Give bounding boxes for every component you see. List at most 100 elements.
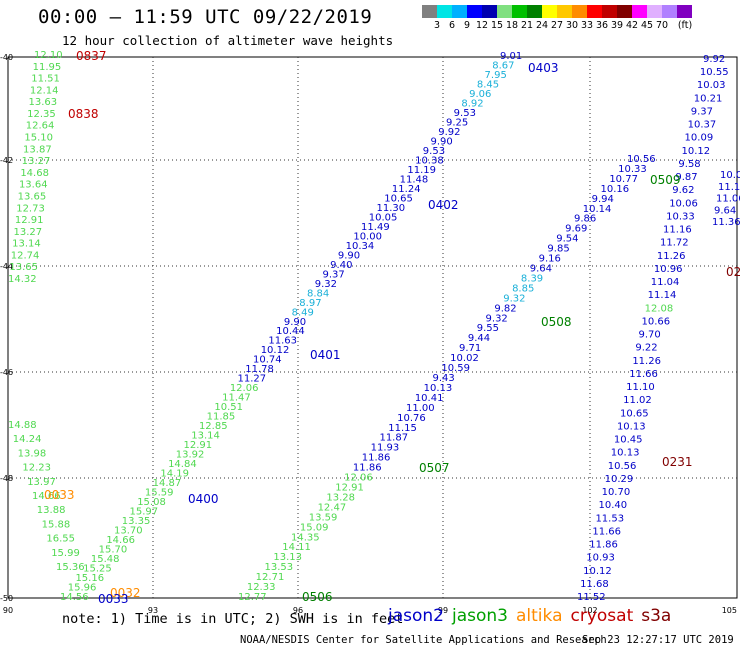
pass-label-0400: 0400: [188, 492, 219, 506]
color-scale-swatch: [677, 5, 692, 18]
track-value: 12.91: [184, 440, 213, 451]
track-value: 13.53: [265, 562, 294, 573]
track-value: 9.62: [672, 185, 694, 196]
track-value: 11.95: [33, 62, 62, 73]
track-value: 11.16: [663, 225, 692, 236]
track-value: 14.87: [153, 478, 182, 489]
track-value: 11.24: [392, 184, 421, 195]
track-value: 14.56: [60, 592, 89, 603]
track-value: 11.06: [716, 194, 740, 205]
track-value: 8.67: [492, 60, 514, 71]
track-value: 8.45: [477, 79, 499, 90]
track-value: 9.58: [678, 159, 700, 170]
track-value: 13.63: [29, 97, 58, 108]
track-value: 11.1: [718, 182, 740, 193]
track-value: 10.41: [415, 393, 444, 404]
track-value: 9.32: [315, 279, 337, 290]
track-value: 9.43: [433, 373, 455, 384]
track-value: 13.27: [13, 227, 42, 238]
track-value: 9.92: [703, 54, 725, 65]
color-scale-swatch: [647, 5, 662, 18]
track-value: 9.32: [503, 293, 525, 304]
color-scale-swatch: [527, 5, 542, 18]
track-value: 11.87: [379, 433, 408, 444]
track-value: 9.32: [486, 313, 508, 324]
track-value: 9.90: [431, 136, 453, 147]
satellite-legend: jason2 jason3 altika cryosat s3a: [388, 606, 679, 626]
page-title: 00:00 – 11:59 UTC 09/22/2019: [38, 6, 373, 28]
credit-line: NOAA/NESDIS Center for Satellite Applica…: [240, 634, 607, 646]
track-value: 11.72: [660, 238, 689, 249]
track-value: 9.82: [494, 303, 516, 314]
track-value: 14.35: [291, 532, 320, 543]
track-value: 14.32: [8, 274, 37, 285]
color-scale-tick: 15: [490, 20, 504, 31]
pass-label-02: 02: [726, 265, 740, 279]
track-value: 10.96: [654, 264, 683, 275]
track-value: 12.10: [34, 50, 63, 61]
track-value: 15.10: [24, 133, 53, 144]
track-value: 12.35: [27, 109, 56, 120]
color-scale-swatch: [572, 5, 587, 18]
track-value: 10.33: [618, 164, 647, 175]
track-value: 10.56: [627, 154, 656, 165]
track-value: 11.27: [238, 374, 267, 385]
track-value: 10.44: [276, 326, 305, 337]
track-value: 14.24: [13, 434, 42, 445]
track-value: 15.48: [91, 554, 120, 565]
track-value: 10.55: [700, 67, 729, 78]
track-value: 11.93: [371, 443, 400, 454]
pass-label-0509: 0509: [650, 173, 681, 187]
track-value: 12.74: [11, 250, 40, 261]
track-value: 8.85: [512, 283, 534, 294]
track-value: 9.70: [638, 330, 660, 341]
track-value: 14.84: [168, 459, 197, 470]
track-value: 12.06: [230, 383, 259, 394]
color-scale-tick: 12: [475, 20, 489, 31]
color-scale-tick: 42: [625, 20, 639, 31]
color-scale-swatch: [632, 5, 647, 18]
color-scale-swatch: [602, 5, 617, 18]
longitude-label: 90: [3, 606, 13, 615]
track-value: 13.88: [37, 505, 66, 516]
track-value: 11.48: [400, 174, 429, 185]
track-value: 10.06: [669, 198, 698, 209]
color-scale-tick: 33: [580, 20, 594, 31]
track-value: 14.66: [32, 491, 61, 502]
track-value: 12.64: [26, 121, 55, 132]
track-value: 10.40: [599, 500, 628, 511]
track-value: 9.90: [338, 250, 360, 261]
track-value: 10.74: [253, 355, 282, 366]
track-value: 7.95: [485, 70, 507, 81]
track-value: 10.29: [605, 474, 634, 485]
track-value: 15.70: [99, 545, 128, 556]
track-value: 9.71: [459, 343, 481, 354]
track-value: 12.23: [22, 463, 51, 474]
track-value: 15.08: [137, 497, 166, 508]
track-value: 9.69: [565, 224, 587, 235]
track-value: 14.11: [282, 542, 311, 553]
color-scale-swatch: [512, 5, 527, 18]
track-value: 10.12: [261, 345, 290, 356]
track-value: 10.05: [369, 212, 398, 223]
legend-item-jason2: jason2: [388, 606, 444, 626]
pass-label-0401: 0401: [310, 348, 341, 362]
track-value: 11.02: [623, 395, 652, 406]
track-value: 9.87: [675, 172, 697, 183]
track-value: 13.65: [9, 262, 38, 273]
legend-item-cryosat: cryosat: [570, 606, 634, 626]
track-value: 16.55: [46, 534, 75, 545]
track-value: 14.68: [20, 168, 49, 179]
track-value: 9.54: [556, 234, 578, 245]
track-value: 9.85: [547, 244, 569, 255]
track-value: 15.96: [68, 583, 97, 594]
track-value: 11.47: [222, 393, 251, 404]
track-value: 11.14: [648, 290, 677, 301]
page-subtitle: 12 hour collection of altimeter wave hei…: [62, 33, 394, 48]
pass-label-0033: 0033: [44, 488, 75, 502]
track-value: 9.94: [592, 194, 614, 205]
track-value: 10.38: [415, 155, 444, 166]
track-value: 15.36: [56, 562, 85, 573]
track-value: 13.87: [23, 144, 52, 155]
